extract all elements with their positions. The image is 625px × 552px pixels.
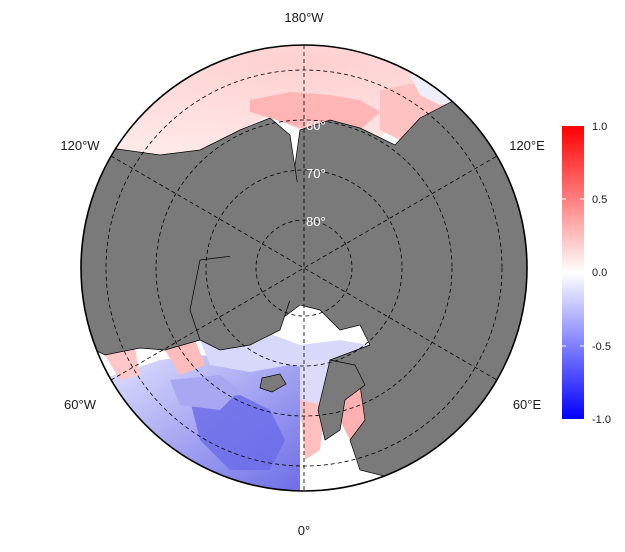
- lon-label-60e: 60°E: [513, 397, 542, 412]
- arctic-ocean-land: [230, 180, 380, 310]
- colorbar-gradient: [562, 126, 584, 419]
- bering-anomaly: [250, 92, 380, 130]
- colorbar-label-half: 0.5: [592, 194, 607, 206]
- lat-label-80: 80°: [306, 214, 326, 229]
- lon-label-0: 0°: [298, 523, 310, 538]
- hudson-bay-anomaly: [105, 348, 140, 380]
- iceland-land: [259, 373, 287, 393]
- map-border: [80, 44, 528, 492]
- map-disk: [81, 45, 527, 491]
- lat-label-70: 70°: [306, 166, 326, 181]
- colorbar-label-min: -1.0: [592, 414, 611, 426]
- lon-label-180w: 180°W: [284, 10, 324, 25]
- colorbar: 1.0 0.5 0.0 -0.5 -1.0: [562, 121, 611, 426]
- colorbar-ticks: [562, 198, 584, 347]
- graticule: [105, 45, 503, 491]
- colorbar-label-neg-half: -0.5: [592, 341, 611, 353]
- lon-label-60w: 60°W: [64, 397, 97, 412]
- lat-label-60: 60°: [306, 118, 326, 133]
- colorbar-label-zero: 0.0: [592, 267, 607, 279]
- colorbar-label-max: 1.0: [592, 121, 607, 133]
- atlantic-deep-blue: [190, 395, 285, 470]
- lon-label-120w: 120°W: [60, 138, 100, 153]
- labrador-blue: [170, 375, 240, 410]
- baffin-bay-anomaly: [165, 340, 205, 375]
- lon-label-120e: 120°E: [509, 138, 545, 153]
